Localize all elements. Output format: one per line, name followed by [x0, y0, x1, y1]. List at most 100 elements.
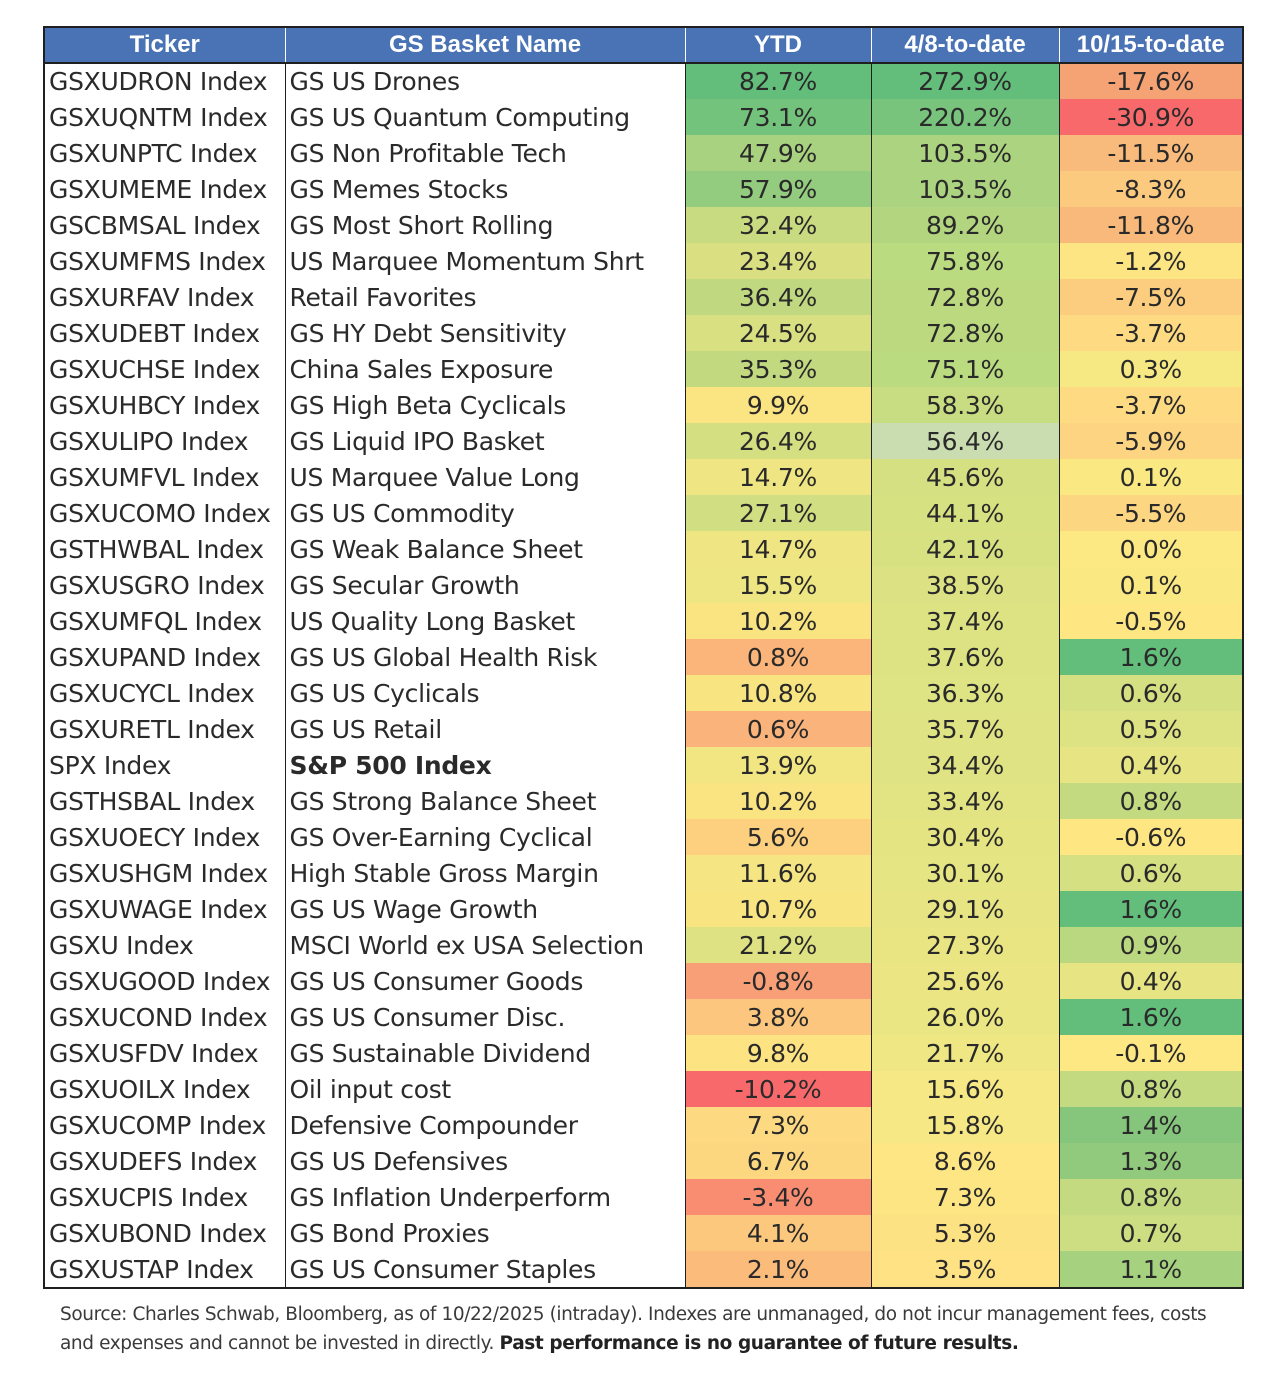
- ytd-cell: 5.6%: [685, 819, 872, 855]
- apr8-to-date-cell: 8.6%: [871, 1143, 1060, 1179]
- ytd-cell: 32.4%: [685, 207, 872, 243]
- ticker-cell: GSXUCOND Index: [45, 999, 286, 1035]
- basket-performance-table-container: Ticker GS Basket Name YTD 4/8-to-date 10…: [43, 26, 1244, 1289]
- basket-name-cell: S&P 500 Index: [285, 747, 686, 783]
- oct15-to-date-cell: 1.3%: [1059, 1143, 1242, 1179]
- oct15-to-date-cell: -11.5%: [1059, 135, 1242, 171]
- ytd-cell: 10.7%: [685, 891, 872, 927]
- oct15-to-date-cell: 0.4%: [1059, 963, 1242, 999]
- apr8-to-date-cell: 37.6%: [871, 639, 1060, 675]
- table-row: GSXUSHGM Index High Stable Gross Margin 11…: [45, 855, 1242, 891]
- ytd-cell: 15.5%: [685, 567, 872, 603]
- apr8-to-date-cell: 58.3%: [871, 387, 1060, 423]
- header-basket-name[interactable]: GS Basket Name: [285, 28, 686, 64]
- ytd-cell: 6.7%: [685, 1143, 872, 1179]
- table-row: GSXUCYCL Index GS US Cyclicals 10.8% 36.3% 0…: [45, 675, 1242, 711]
- table-row: GSXUDEBT Index GS HY Debt Sensitivity 24.5…: [45, 315, 1242, 351]
- ticker-cell: GSTHWBAL Index: [45, 531, 286, 567]
- oct15-to-date-cell: -3.7%: [1059, 387, 1242, 423]
- table-row: GSXUWAGE Index GS US Wage Growth 10.7% 29.1…: [45, 891, 1242, 927]
- apr8-to-date-cell: 38.5%: [871, 567, 1060, 603]
- ticker-cell: GSXUQNTM Index: [45, 99, 286, 135]
- ytd-cell: -10.2%: [685, 1071, 872, 1107]
- oct15-to-date-cell: 0.9%: [1059, 927, 1242, 963]
- apr8-to-date-cell: 35.7%: [871, 711, 1060, 747]
- basket-name-cell: GS Weak Balance Sheet: [285, 531, 686, 567]
- ytd-cell: -3.4%: [685, 1179, 872, 1215]
- table-row: GSXUBOND Index GS Bond Proxies 4.1% 5.3% 0.7…: [45, 1215, 1242, 1251]
- ticker-cell: GSXURFAV Index: [45, 279, 286, 315]
- apr8-to-date-cell: 7.3%: [871, 1179, 1060, 1215]
- basket-name-cell: US Marquee Value Long: [285, 459, 686, 495]
- apr8-to-date-cell: 30.4%: [871, 819, 1060, 855]
- header-ticker[interactable]: Ticker: [45, 28, 286, 64]
- apr8-to-date-cell: 72.8%: [871, 315, 1060, 351]
- ytd-cell: 14.7%: [685, 459, 872, 495]
- ticker-cell: GSXUMFMS Index: [45, 243, 286, 279]
- ticker-cell: GSXUCOMP Index: [45, 1107, 286, 1143]
- oct15-to-date-cell: 0.6%: [1059, 675, 1242, 711]
- oct15-to-date-cell: 0.8%: [1059, 1179, 1242, 1215]
- table-row: GSXULIPO Index GS Liquid IPO Basket 26.4% 5…: [45, 423, 1242, 459]
- table-row: GSXUMEME Index GS Memes Stocks 57.9% 103.5%…: [45, 171, 1242, 207]
- ytd-cell: 10.8%: [685, 675, 872, 711]
- table-row: GSXUSFDV Index GS Sustainable Dividend 9.8…: [45, 1035, 1242, 1071]
- header-ytd[interactable]: YTD: [685, 28, 872, 64]
- ticker-cell: GSXUCPIS Index: [45, 1179, 286, 1215]
- ytd-cell: 10.2%: [685, 783, 872, 819]
- table-row: GSTHSBAL Index GS Strong Balance Sheet 10.…: [45, 783, 1242, 819]
- apr8-to-date-cell: 5.3%: [871, 1215, 1060, 1251]
- ytd-cell: 2.1%: [685, 1251, 872, 1287]
- ytd-cell: 23.4%: [685, 243, 872, 279]
- ytd-cell: 24.5%: [685, 315, 872, 351]
- oct15-to-date-cell: -1.2%: [1059, 243, 1242, 279]
- ticker-cell: GSXURETL Index: [45, 711, 286, 747]
- apr8-to-date-cell: 30.1%: [871, 855, 1060, 891]
- oct15-to-date-cell: -5.5%: [1059, 495, 1242, 531]
- ticker-cell: GSXUCOMO Index: [45, 495, 286, 531]
- basket-name-cell: GS US Commodity: [285, 495, 686, 531]
- ticker-cell: GSXUGOOD Index: [45, 963, 286, 999]
- basket-name-cell: Oil input cost: [285, 1071, 686, 1107]
- ytd-cell: 14.7%: [685, 531, 872, 567]
- apr8-to-date-cell: 44.1%: [871, 495, 1060, 531]
- oct15-to-date-cell: 0.7%: [1059, 1215, 1242, 1251]
- source-footnote: Source: Charles Schwab, Bloomberg, as of…: [60, 1300, 1240, 1358]
- basket-name-cell: GS US Retail: [285, 711, 686, 747]
- oct15-to-date-cell: 0.8%: [1059, 783, 1242, 819]
- basket-name-cell: GS Most Short Rolling: [285, 207, 686, 243]
- basket-name-cell: GS High Beta Cyclicals: [285, 387, 686, 423]
- basket-name-cell: GS Sustainable Dividend: [285, 1035, 686, 1071]
- basket-name-cell: GS US Cyclicals: [285, 675, 686, 711]
- ticker-cell: GSXUDEFS Index: [45, 1143, 286, 1179]
- oct15-to-date-cell: -0.6%: [1059, 819, 1242, 855]
- apr8-to-date-cell: 103.5%: [871, 135, 1060, 171]
- basket-name-cell: High Stable Gross Margin: [285, 855, 686, 891]
- table-row: GSXUCPIS Index GS Inflation Underperform -…: [45, 1179, 1242, 1215]
- oct15-to-date-cell: -11.8%: [1059, 207, 1242, 243]
- table-row: GSXUPAND Index GS US Global Health Risk 0.…: [45, 639, 1242, 675]
- oct15-to-date-cell: -0.1%: [1059, 1035, 1242, 1071]
- table-body: GSXUDRON Index GS US Drones 82.7% 272.9% -17…: [45, 63, 1242, 1287]
- header-apr8-to-date[interactable]: 4/8-to-date: [871, 28, 1060, 64]
- oct15-to-date-cell: 0.4%: [1059, 747, 1242, 783]
- header-oct15-to-date[interactable]: 10/15-to-date: [1059, 28, 1242, 64]
- table-row: GSXUSGRO Index GS Secular Growth 15.5% 38.5…: [45, 567, 1242, 603]
- basket-name-cell: GS US Consumer Staples: [285, 1251, 686, 1287]
- table-header-row: Ticker GS Basket Name YTD 4/8-to-date 10…: [45, 28, 1242, 64]
- table-row: GSXUOECY Index GS Over-Earning Cyclical 5.…: [45, 819, 1242, 855]
- basket-name-cell: GS Memes Stocks: [285, 171, 686, 207]
- table-row: GSXUCOND Index GS US Consumer Disc. 3.8% 26…: [45, 999, 1242, 1035]
- table-row: GSXU Index MSCI World ex USA Selection 21.…: [45, 927, 1242, 963]
- apr8-to-date-cell: 21.7%: [871, 1035, 1060, 1071]
- ytd-cell: 21.2%: [685, 927, 872, 963]
- ytd-cell: 13.9%: [685, 747, 872, 783]
- table-row: GSXUMFVL Index US Marquee Value Long 14.7%…: [45, 459, 1242, 495]
- ytd-cell: 35.3%: [685, 351, 872, 387]
- ticker-cell: GSXUHBCY Index: [45, 387, 286, 423]
- oct15-to-date-cell: -7.5%: [1059, 279, 1242, 315]
- ticker-cell: GSXUSTAP Index: [45, 1251, 286, 1287]
- ytd-cell: 0.6%: [685, 711, 872, 747]
- ticker-cell: GSXUBOND Index: [45, 1215, 286, 1251]
